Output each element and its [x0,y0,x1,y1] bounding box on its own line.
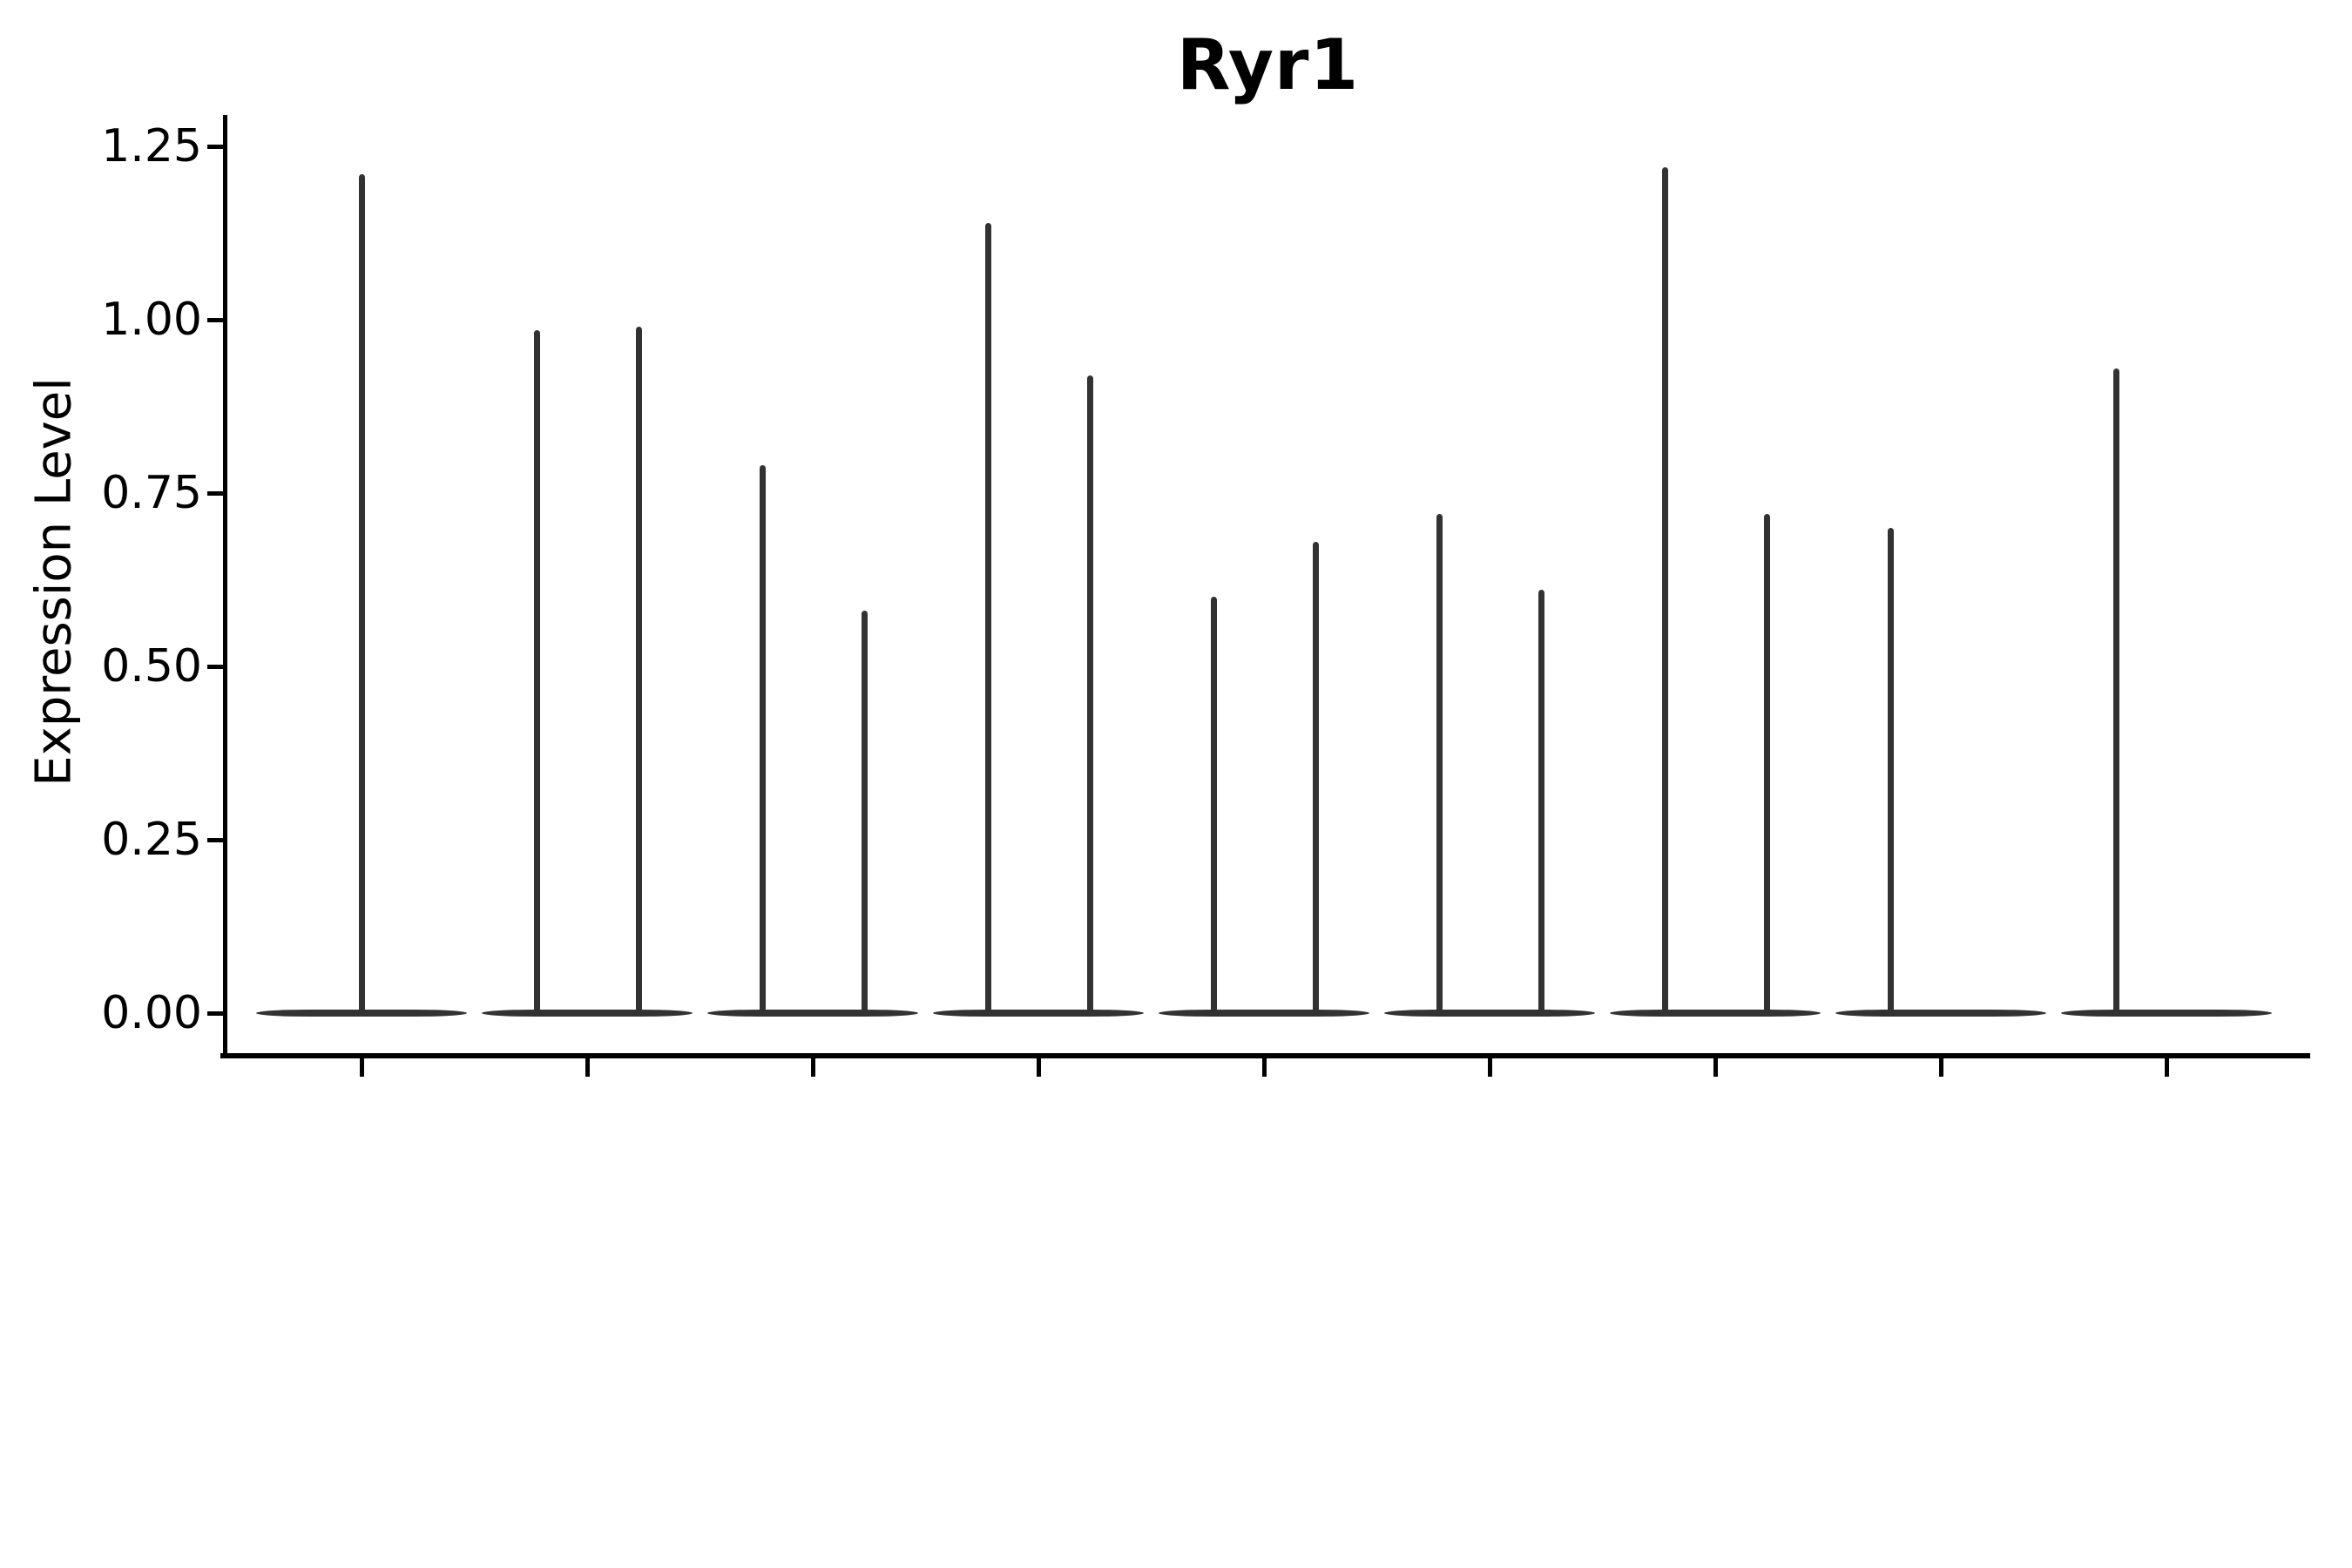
violin-base [482,1010,693,1017]
violin-spike [1436,513,1443,1015]
y-tick-mark [207,144,223,149]
violin-spike [1210,597,1217,1015]
y-tick-label: 1.00 [101,294,202,346]
y-tick-mark [207,490,223,496]
violin-spike [1763,513,1770,1015]
x-tick-mark [1036,1058,1041,1077]
violin-base [933,1010,1144,1017]
chart-title: Ryr1 [1176,24,1360,105]
x-tick-mark [810,1058,815,1077]
y-axis-label: Expression Level [25,377,83,787]
violin-spike [759,465,766,1015]
y-tick-mark [207,837,223,842]
x-tick-mark [585,1058,590,1077]
x-tick-mark [1487,1058,1492,1077]
y-tick-mark [207,1010,223,1016]
violin-base [1610,1010,1821,1017]
x-tick-mark [1938,1058,1943,1077]
y-tick-label: 0.25 [101,814,202,866]
y-tick-label: 1.25 [101,120,202,172]
violin-spike [984,222,991,1015]
x-tick-mark [1713,1058,1718,1077]
y-tick-mark [207,317,223,322]
violin-spike [1538,590,1544,1015]
x-tick-mark [2164,1058,2169,1077]
violin-spike [2112,368,2119,1015]
violin-spike [533,329,540,1015]
violin-spike [1312,541,1319,1015]
x-tick-mark [359,1058,364,1077]
x-tick-mark [1261,1058,1267,1077]
y-tick-mark [207,664,223,669]
violin-spike [1086,375,1093,1015]
violin-base [1384,1010,1595,1017]
violin-spike [861,611,868,1015]
violin-spike [1661,166,1668,1015]
y-tick-label: 0.50 [101,640,202,693]
violin-spike [635,326,642,1015]
violin-base [1835,1010,2046,1017]
violin-base [2061,1010,2272,1017]
violin-spike [1887,527,1894,1015]
violin-base [707,1010,918,1017]
y-tick-label: 0.00 [101,987,202,1039]
y-axis-spine [223,115,227,1058]
violin-base [1159,1010,1369,1017]
x-axis-spine [220,1053,2310,1058]
violin-spike [358,173,365,1015]
y-tick-label: 0.75 [101,467,202,519]
